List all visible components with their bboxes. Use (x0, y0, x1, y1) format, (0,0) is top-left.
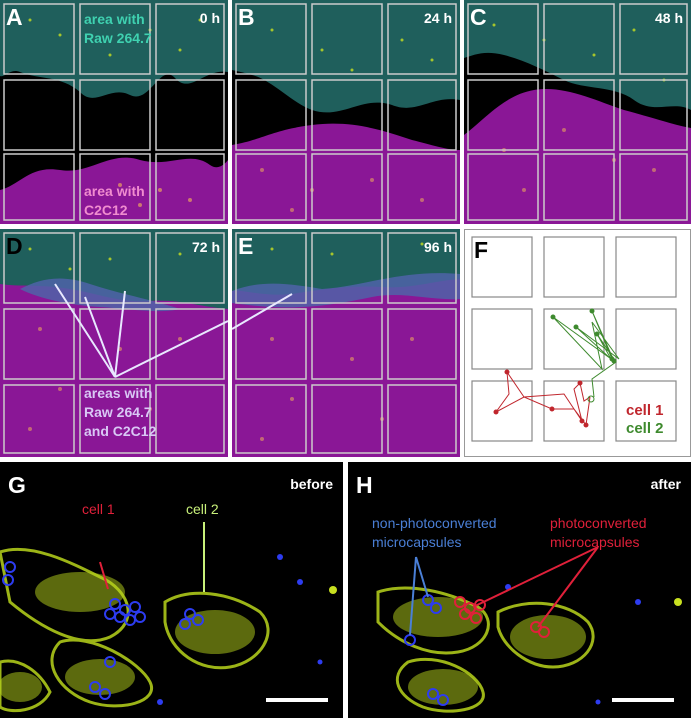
panel-b-image (232, 0, 460, 224)
panel-c-image (464, 0, 691, 224)
panel-a-image (0, 0, 228, 224)
panel-e-image (232, 229, 460, 457)
cell-1-trajectory (493, 369, 591, 428)
state-label: after (650, 476, 681, 492)
panel-letter: A (6, 4, 23, 30)
photoconverted-label: photoconverted microcapsules (550, 515, 647, 550)
panel-c: C 48 h (464, 0, 691, 224)
timepoint-label: 24 h (423, 10, 452, 26)
scale-bar (612, 698, 674, 702)
panel-b: B 24 h (232, 0, 460, 224)
timepoint-label: 72 h (191, 239, 220, 255)
cell-1-label: cell 1 (626, 402, 664, 419)
scale-bar (266, 698, 328, 702)
state-label: before (290, 476, 333, 492)
cell-2-label: cell 2 (186, 501, 219, 517)
panel-letter: D (6, 233, 23, 259)
panel-letter: B (238, 4, 255, 30)
panel-h-image (348, 462, 691, 718)
non-photoconverted-label: non-photoconverted microcapsules (372, 515, 497, 550)
cell-1-label: cell 1 (82, 501, 115, 517)
mixed-area-label: areas with Raw 264.7 and C2C12 (84, 385, 157, 439)
panel-letter: H (356, 472, 373, 498)
panel-g-image (0, 462, 343, 718)
panel-f: F cell 1 cell 2 (464, 229, 691, 457)
photo-pointers (472, 546, 599, 628)
timepoint-label: 96 h (423, 239, 452, 255)
raw-area-label: area with Raw 264.7 (84, 11, 152, 46)
panel-g: G before cell 1 cell 2 (0, 462, 343, 718)
cell-2-label: cell 2 (626, 420, 664, 437)
trajectory-plot (464, 229, 691, 457)
panel-e: E 96 h (232, 229, 460, 457)
panel-letter: C (470, 4, 487, 30)
pointer-lines (54, 283, 228, 378)
panel-d: D 72 h areas with Raw 264.7 and C2C12 (0, 229, 228, 457)
cell-1-pointer (99, 561, 109, 590)
panel-letter: F (474, 237, 489, 263)
panel-h: H after non-photoconverted microcapsules… (348, 462, 691, 718)
pointer-line (232, 293, 293, 330)
panel-a: A 0 h area with Raw 264.7 area with C2C1… (0, 0, 228, 224)
panel-letter: G (8, 472, 26, 498)
timepoint-label: 0 h (199, 10, 220, 26)
timepoint-label: 48 h (654, 10, 683, 26)
panel-d-image (0, 229, 228, 457)
cell-2-trajectory (550, 308, 620, 398)
non-photo-pointers (409, 556, 429, 636)
c2c12-area-label: area with C2C12 (84, 183, 145, 218)
panel-letter: E (238, 233, 254, 259)
